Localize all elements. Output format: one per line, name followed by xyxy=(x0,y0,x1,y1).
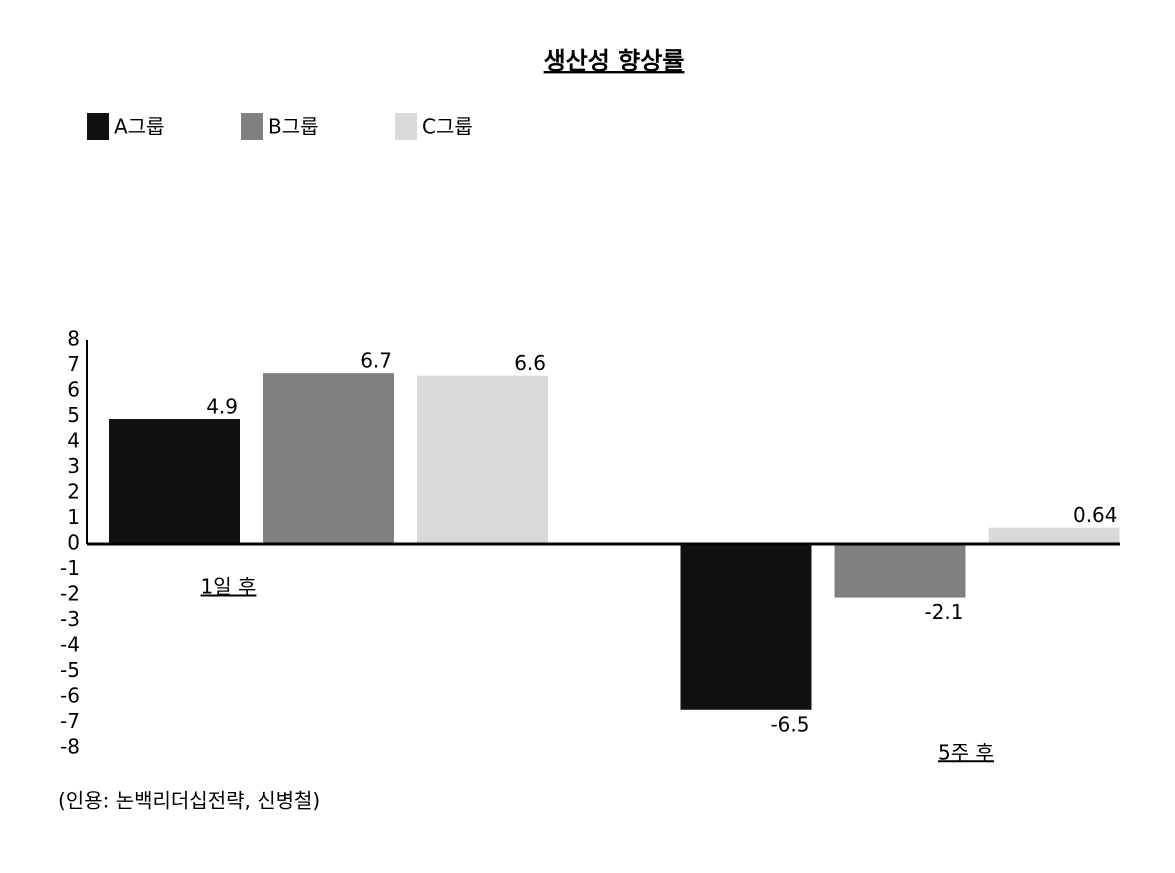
value-label: -6.5 xyxy=(770,712,809,736)
bar xyxy=(680,544,812,710)
y-tick-label: -3 xyxy=(60,607,80,631)
chart-title: 생산성 향상률 xyxy=(544,47,685,75)
bar xyxy=(263,373,394,544)
legend-label: C그룹 xyxy=(422,115,473,139)
y-tick-label: 1 xyxy=(67,505,80,529)
y-tick-label: 8 xyxy=(67,327,80,351)
legend-label: B그룹 xyxy=(268,115,319,139)
y-tick-label: 3 xyxy=(67,454,80,478)
value-label: 6.7 xyxy=(360,349,392,373)
y-tick-label: -8 xyxy=(60,735,80,759)
bar xyxy=(834,544,966,598)
bar xyxy=(988,527,1120,544)
y-tick-label: -7 xyxy=(60,709,80,733)
y-tick-label: -1 xyxy=(60,556,80,580)
x-tick-label: 5주 후 xyxy=(938,740,994,764)
legend-swatch xyxy=(87,113,109,140)
legend-swatch xyxy=(241,113,263,140)
value-label: 4.9 xyxy=(206,395,238,419)
bar xyxy=(109,419,240,544)
y-tick-label: 7 xyxy=(67,352,80,376)
value-label: 0.64 xyxy=(1073,503,1118,527)
source-note: (인용: 논백리더십전략, 신병철) xyxy=(58,789,320,813)
legend-swatch xyxy=(395,113,417,140)
y-tick-label: 6 xyxy=(67,378,80,402)
bar xyxy=(417,375,548,544)
y-tick-label: 5 xyxy=(67,403,80,427)
y-tick-label: -6 xyxy=(60,684,80,708)
y-tick-label: 4 xyxy=(67,429,80,453)
value-label: -2.1 xyxy=(924,600,963,624)
legend-label: A그룹 xyxy=(114,115,164,139)
y-tick-label: 0 xyxy=(67,531,80,555)
x-tick-label: 1일 후 xyxy=(201,575,257,599)
y-tick-label: -5 xyxy=(60,658,80,682)
value-label: 6.6 xyxy=(514,351,546,375)
y-tick-label: 2 xyxy=(67,480,80,504)
y-tick-label: -4 xyxy=(60,633,80,657)
y-tick-label: -2 xyxy=(60,582,80,606)
